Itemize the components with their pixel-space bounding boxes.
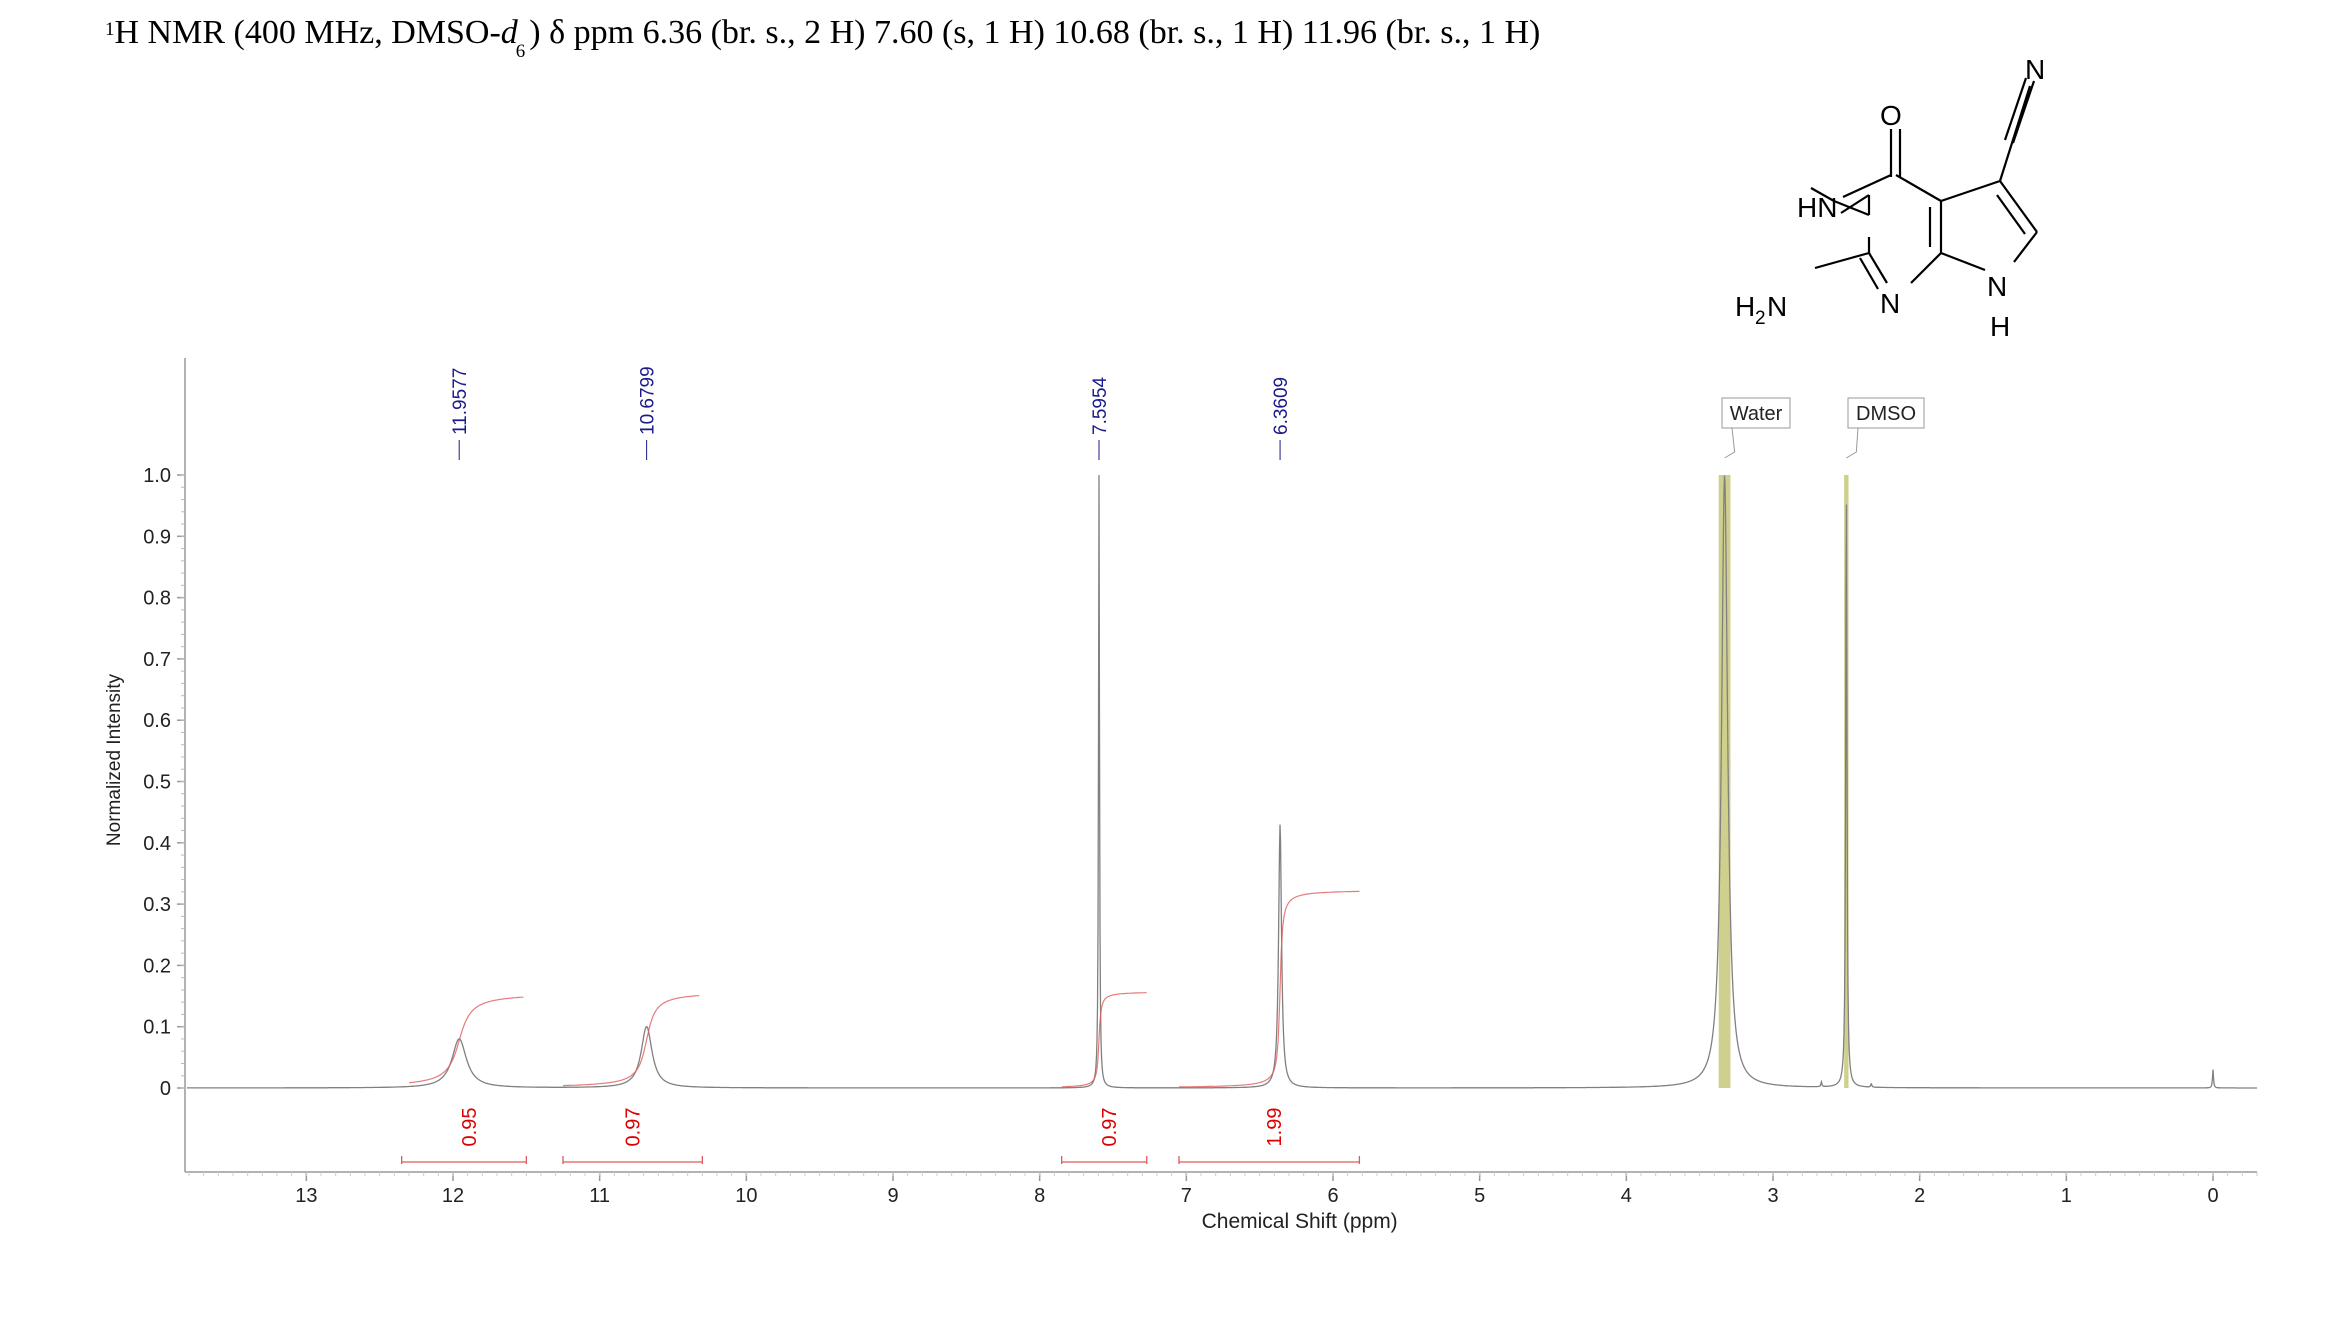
integral-label: 1.99 [1264,1108,1286,1147]
bond [1833,199,1870,217]
solvent-label-leader [1724,427,1736,459]
bond [1840,194,1870,214]
x-tick-label: 7 [1181,1185,1192,1207]
x-axis-label: Chemical Shift (ppm) [1202,1210,1398,1233]
chemical-structure [1810,77,2038,290]
amine-subscript: 2 [1755,308,1766,329]
bond [1814,251,1870,270]
integral-curve [563,995,700,1087]
pyrrole-hydrogen-atom: H [1990,311,2010,342]
y-tick-label: 0.9 [143,526,171,548]
solvent-italic: d [500,14,518,51]
amide-nh-atom: HN [1797,192,1837,223]
bond [2011,80,2036,144]
nucleus-superscript: 1 [105,19,115,40]
bond [1996,194,2026,235]
x-tick-label: 6 [1327,1185,1338,1207]
solvent-label: DMSO [1856,403,1916,425]
x-tick-label: 10 [735,1185,757,1207]
x-tick-label: 13 [295,1185,317,1207]
y-tick-label: 0 [160,1078,171,1100]
x-tick-label: 4 [1621,1185,1632,1207]
bond [1999,180,2038,233]
x-tick-label: 3 [1767,1185,1778,1207]
solvent-label-leader [1846,427,1859,459]
integral-curve [1061,992,1147,1088]
y-tick-label: 0.1 [143,1017,171,1039]
y-tick-label: 0.6 [143,710,171,732]
peak-label: 10.6799 [638,366,659,435]
integral-label: 0.97 [1099,1108,1121,1147]
header-prefix: H NMR (400 MHz, DMSO- [114,14,501,51]
x-tick-label: 12 [442,1185,464,1207]
integral-curve [408,996,524,1084]
x-tick-label: 1 [2061,1185,2072,1207]
peak-label: 7.5954 [1090,376,1111,435]
solvent-band-dmso [1844,475,1849,1088]
bond [1842,174,1892,198]
bond [1910,252,1942,284]
x-tick-label: 11 [589,1185,610,1207]
header-suffix: ) δ ppm 6.36 (br. s., 2 H) 7.60 (s, 1 H)… [529,14,1541,51]
bond [2013,231,2038,263]
solvent-label: Water [1730,403,1783,425]
integral-label: 0.97 [623,1108,645,1147]
x-tick-label: 9 [887,1185,898,1207]
y-tick-label: 0.5 [143,772,171,794]
y-tick-label: 0.7 [143,649,171,671]
oxygen-atom: O [1880,100,1902,131]
bond [2003,77,2028,141]
bond [1810,187,1835,202]
y-tick-label: 0.3 [143,894,171,916]
solvent-subscript: 6 [515,41,526,62]
spectrum-header: 1H NMR (400 MHz, DMSO-d6) δ ppm 6.36 (br… [105,14,1541,62]
y-tick-label: 0.8 [143,588,171,610]
peak-label: 6.3609 [1271,377,1292,435]
spectrum-line [187,474,2257,1089]
amine-h-atom: H [1735,291,1755,322]
pyrrole-nitrogen-atom: N [1987,271,2007,302]
peak-label: 11.9577 [450,368,471,435]
bond [1940,179,2001,203]
bond [1895,174,1942,202]
bond [1859,257,1879,290]
integral-curve [1179,890,1360,1088]
bond [1940,251,1986,272]
solvent-label-box [1721,397,1791,429]
amine-n-atom: N [1767,291,1787,322]
bond [1868,252,1888,284]
x-tick-label: 0 [2207,1185,2218,1207]
ring-nitrogen-atom: N [1880,288,1900,319]
solvent-label-box [1847,397,1925,429]
y-tick-label: 1.0 [143,465,171,487]
y-tick-label: 0.2 [143,955,171,977]
y-axis-label: Normalized Intensity [104,673,125,846]
x-tick-label: 2 [1914,1185,1925,1207]
nitrile-nitrogen-atom: N [2025,54,2045,85]
y-tick-label: 0.4 [143,833,171,855]
x-tick-label: 8 [1034,1185,1045,1207]
x-tick-label: 5 [1474,1185,1485,1207]
bond [1998,85,2032,182]
integral-label: 0.95 [459,1108,481,1147]
solvent-band-water [1718,475,1731,1088]
